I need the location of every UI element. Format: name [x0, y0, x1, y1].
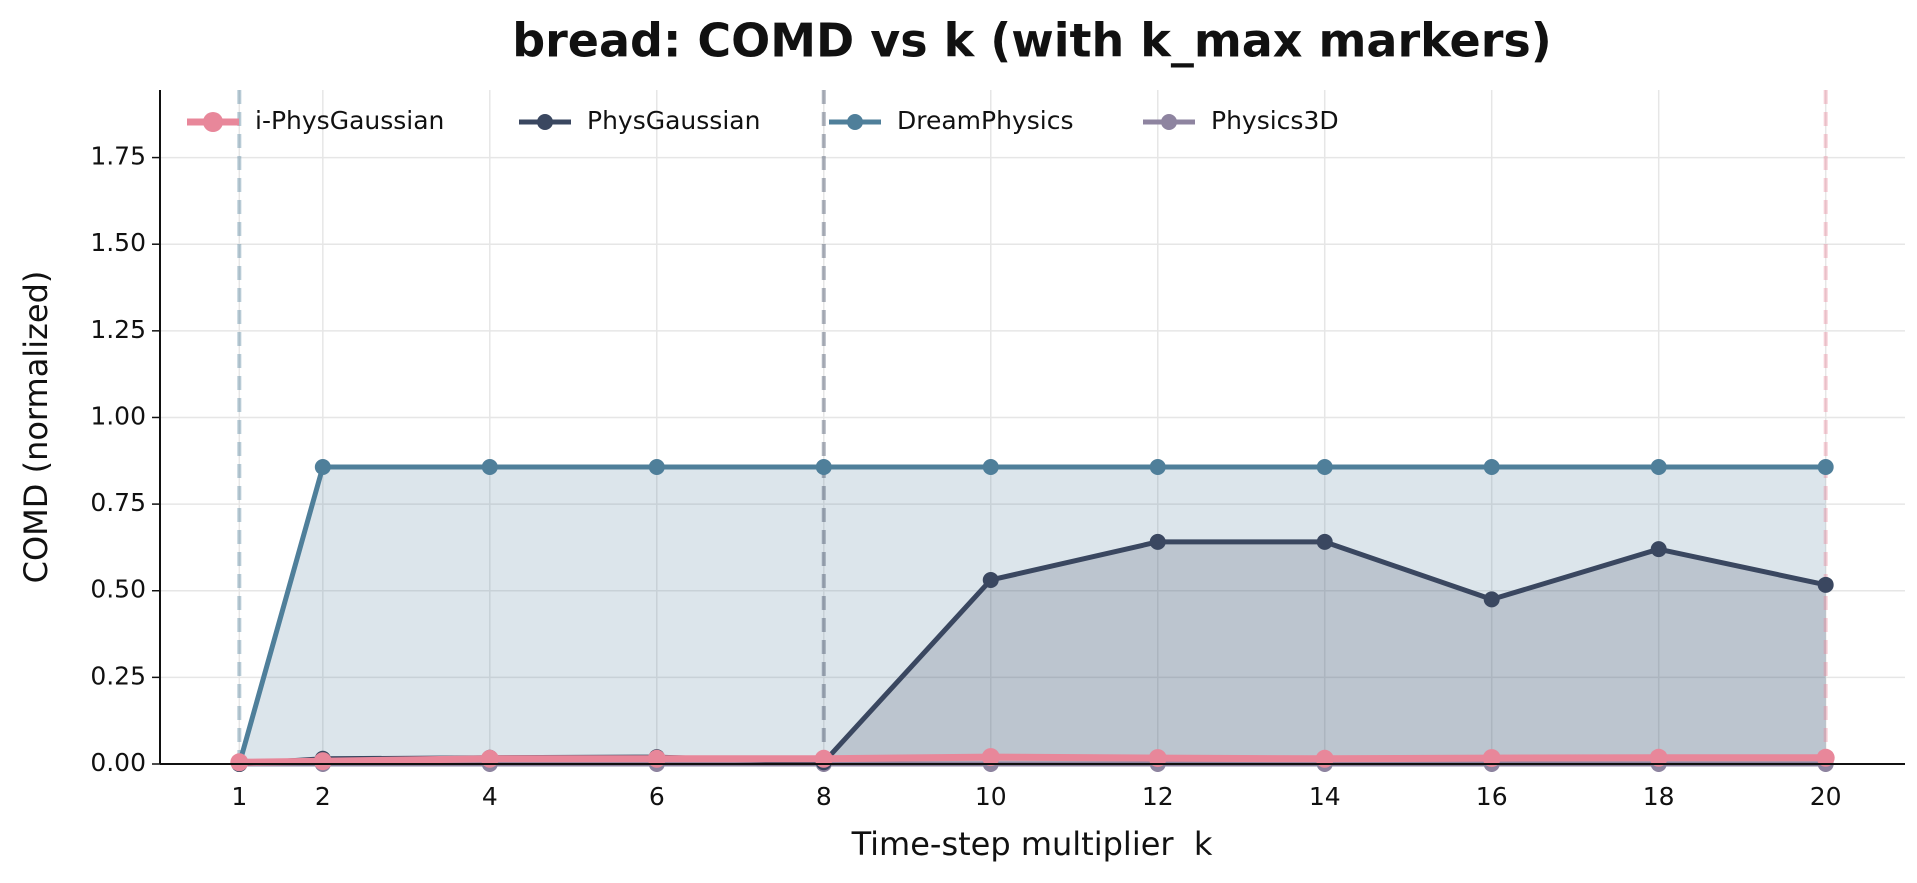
legend-label: DreamPhysics [897, 106, 1074, 135]
point [313, 752, 332, 771]
x-tick-label: 10 [975, 782, 1007, 811]
point [1316, 459, 1333, 476]
point [1817, 576, 1834, 593]
x-tick-label: 4 [482, 782, 498, 811]
x-tick-label: 18 [1643, 782, 1675, 811]
y-tick-label: 1.00 [90, 401, 146, 430]
point [480, 749, 499, 768]
legend-marker [1161, 114, 1177, 130]
point [647, 749, 666, 768]
point [1483, 591, 1500, 608]
point [1149, 533, 1166, 550]
point [1149, 459, 1166, 476]
x-tick-label: 1 [231, 782, 247, 811]
point [1816, 748, 1835, 767]
point [981, 748, 1000, 767]
point [982, 459, 999, 476]
x-tick-label: 20 [1810, 782, 1842, 811]
y-tick-label: 0.25 [90, 661, 146, 690]
area [239, 541, 1826, 764]
y-tick-label: 1.75 [90, 142, 146, 171]
point [1650, 541, 1667, 558]
point [1649, 748, 1668, 767]
y-axis-label: COMD (normalized) [17, 271, 55, 584]
point [1483, 459, 1500, 476]
point [648, 459, 665, 476]
legend-marker [203, 112, 223, 132]
x-tick-label: 12 [1142, 782, 1174, 811]
point [230, 753, 249, 772]
legend-marker [537, 114, 553, 130]
point [982, 571, 999, 588]
x-tick-label: 6 [649, 782, 665, 811]
point [815, 459, 832, 476]
x-tick-label: 2 [315, 782, 331, 811]
point [314, 459, 331, 476]
x-tick-label: 14 [1309, 782, 1341, 811]
point [481, 459, 498, 476]
y-tick-label: 0.50 [90, 575, 146, 604]
y-tick-label: 1.25 [90, 315, 146, 344]
x-tick-label: 8 [816, 782, 832, 811]
point [1316, 533, 1333, 550]
point [1315, 749, 1334, 768]
x-tick-label: 16 [1476, 782, 1508, 811]
y-tick-label: 0.75 [90, 488, 146, 517]
point [1817, 459, 1834, 476]
point [1148, 749, 1167, 768]
x-axis-label: Time-step multiplier k [851, 825, 1213, 863]
y-tick-label: 0.00 [90, 748, 146, 777]
area [239, 467, 1826, 764]
chart-title: bread: COMD vs k (with k_max markers) [512, 14, 1552, 68]
y-tick-label: 1.50 [90, 228, 146, 257]
legend-label: Physics3D [1211, 106, 1339, 135]
point [1650, 459, 1667, 476]
legend-marker [847, 114, 863, 130]
legend-label: i-PhysGaussian [255, 106, 444, 135]
legend-label: PhysGaussian [587, 106, 760, 135]
point [1482, 749, 1501, 768]
point [814, 749, 833, 768]
